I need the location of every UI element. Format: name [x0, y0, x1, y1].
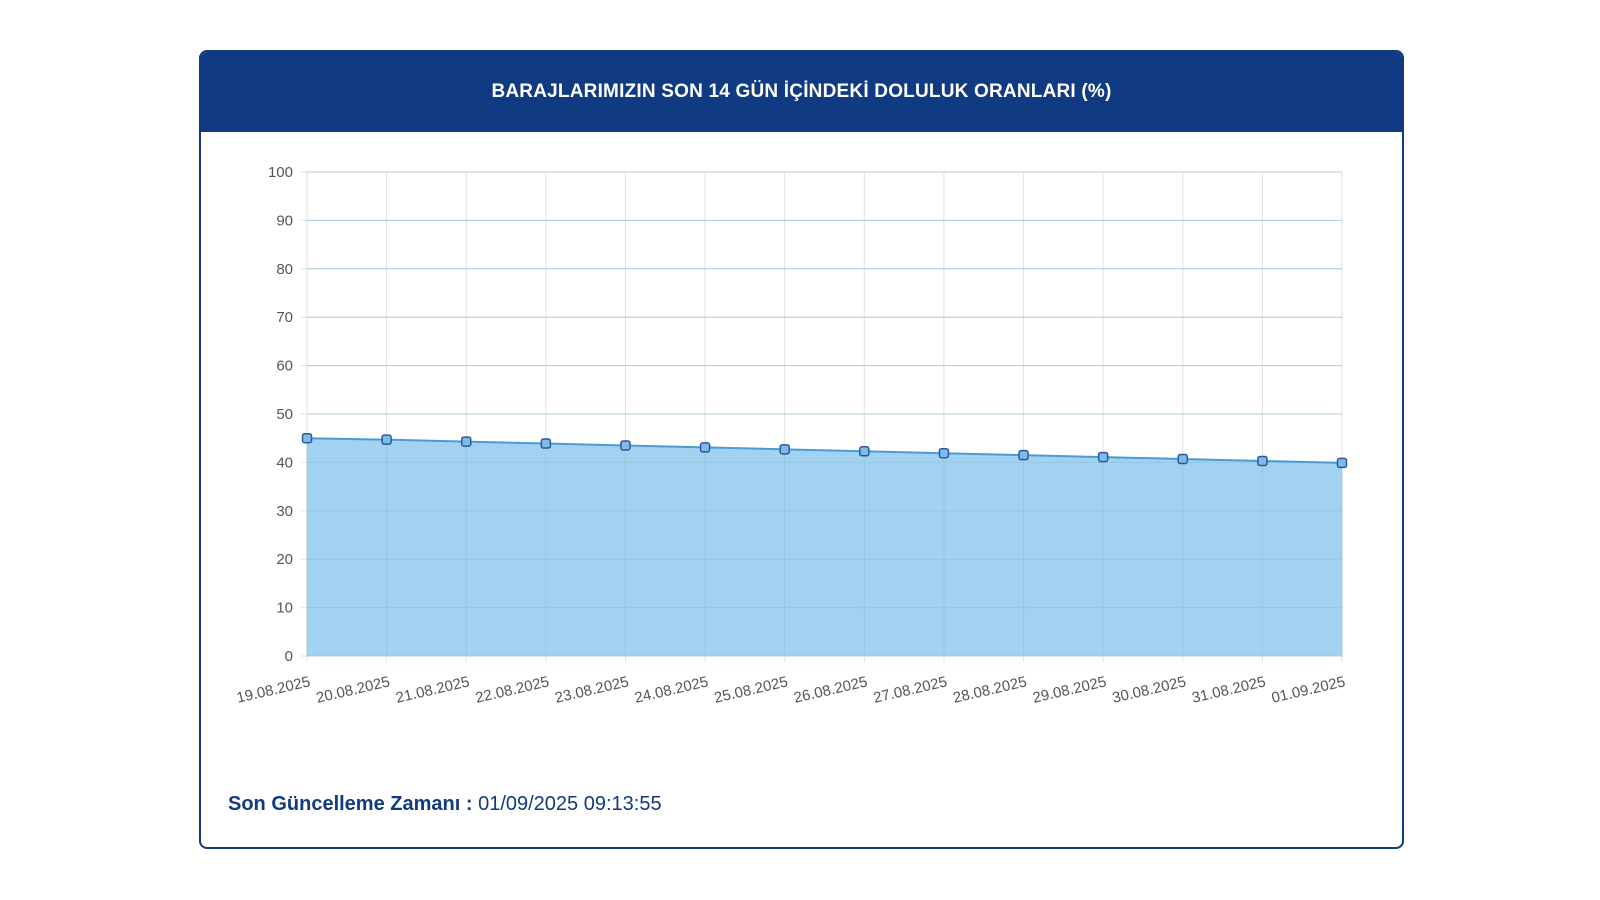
y-tick-label: 0	[285, 648, 293, 665]
x-tick-label: 23.08.2025	[553, 673, 630, 706]
x-tick-label: 20.08.2025	[315, 673, 392, 706]
data-point	[540, 438, 552, 449]
x-tick-label: 25.08.2025	[713, 673, 790, 706]
data-point	[1257, 455, 1268, 467]
occupancy-area-chart: 0 10 20 30 40 50 60 70 80 90 100 19.08.2025 20.08.20…	[235, 164, 1348, 707]
y-tick-label: 100	[268, 164, 293, 181]
series-line	[306, 437, 1343, 464]
y-tick-label: 70	[276, 309, 293, 326]
data-point	[381, 434, 392, 445]
x-tick-label: 24.08.2025	[633, 673, 710, 706]
x-tick-label: 29.08.2025	[1031, 673, 1108, 706]
y-tick-label: 80	[276, 261, 293, 278]
data-point	[620, 440, 631, 451]
x-tick-label: 01.09.2025	[1270, 673, 1347, 706]
area-fill	[307, 438, 1342, 656]
y-tick-label: 60	[276, 358, 293, 375]
x-tick-label: 19.08.2025	[235, 673, 312, 706]
card-header: BARAJLARIMIZIN SON 14 GÜN İÇİNDEKİ DOLUL…	[201, 52, 1402, 132]
data-point	[1097, 451, 1109, 463]
x-tick-label: 30.08.2025	[1111, 673, 1188, 706]
last-update-label: Son Güncelleme Zamanı :	[228, 793, 473, 815]
x-tick-label: 27.08.2025	[872, 673, 949, 706]
y-tick-label: 20	[276, 551, 293, 568]
y-tick-label: 90	[276, 212, 293, 229]
data-point	[938, 447, 950, 459]
y-tick-label: 40	[276, 454, 293, 471]
last-update-value: 01/09/2025 09:13:55	[472, 793, 662, 815]
y-tick-label: 10	[276, 600, 293, 617]
x-tick-label: 26.08.2025	[792, 673, 869, 706]
y-tick-label: 30	[276, 503, 293, 520]
data-point	[301, 432, 313, 444]
data-point	[1336, 457, 1348, 469]
chart-container: 0 10 20 30 40 50 60 70 80 90 100 19.08.2025 20.08.20…	[201, 132, 1402, 772]
data-point	[699, 442, 711, 453]
last-update: Son Güncelleme Zamanı : 01/09/2025 09:13…	[228, 793, 662, 816]
x-tick-label: 21.08.2025	[394, 673, 471, 706]
data-point	[859, 446, 870, 457]
data-point	[1018, 449, 1029, 461]
chart-title: BARAJLARIMIZIN SON 14 GÜN İÇİNDEKİ DOLUL…	[491, 81, 1112, 102]
data-point	[460, 436, 472, 447]
y-tick-label: 50	[276, 406, 293, 423]
x-tick-label: 22.08.2025	[474, 673, 551, 706]
x-tick-label: 31.08.2025	[1190, 673, 1267, 706]
data-point	[1177, 453, 1189, 465]
dam-occupancy-card: BARAJLARIMIZIN SON 14 GÜN İÇİNDEKİ DOLUL…	[199, 50, 1404, 849]
x-tick-label: 28.08.2025	[951, 673, 1028, 706]
data-point	[779, 444, 790, 455]
